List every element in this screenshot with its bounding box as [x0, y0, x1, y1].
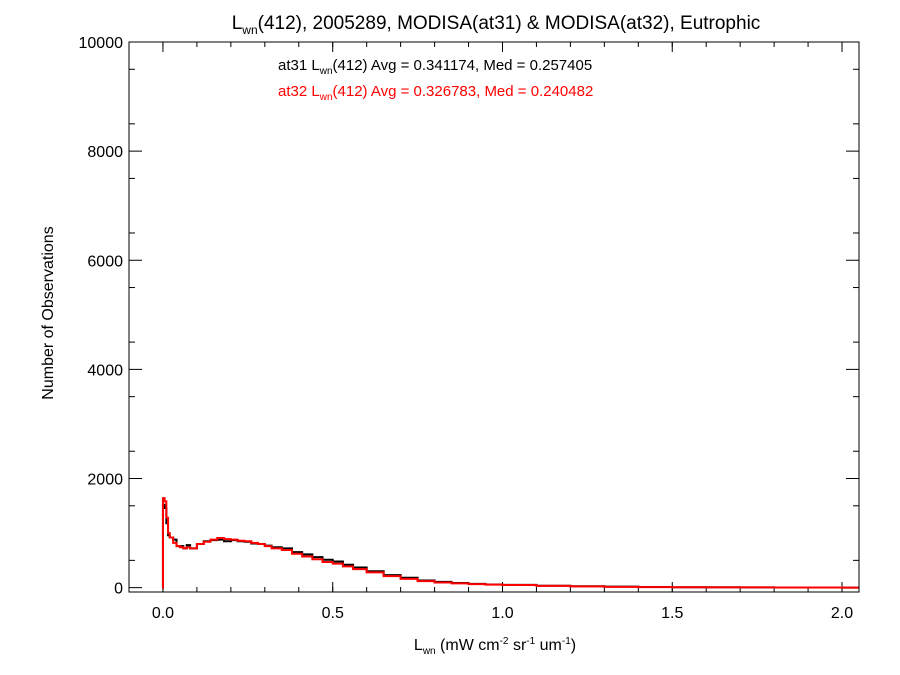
- chart-title: Lwn(412), 2005289, MODISA(at31) & MODISA…: [232, 13, 761, 37]
- annotation-at31: at31 Lwn(412) Avg = 0.341174, Med = 0.25…: [278, 57, 592, 77]
- plot-frame: [128, 41, 860, 593]
- x-tick-label: 1.0: [491, 605, 513, 622]
- x-tick-label: 0.0: [152, 605, 174, 622]
- y-tick-label: 10000: [79, 35, 124, 52]
- y-tick-label: 8000: [87, 144, 123, 161]
- y-tick-label: 0: [114, 581, 123, 598]
- y-axis-label: Number of Observations: [40, 226, 57, 399]
- annotation-at32: at32 Lwn(412) Avg = 0.326783, Med = 0.24…: [278, 83, 593, 103]
- x-tick-label: 2.0: [831, 605, 853, 622]
- x-tick-label: 0.5: [322, 605, 344, 622]
- y-tick-label: 6000: [87, 253, 123, 270]
- x-axis-label: Lwn (mW cm-2 sr-1 um-1): [414, 636, 576, 657]
- series-at32-line: [161, 497, 859, 589]
- y-tick-label: 2000: [87, 472, 123, 489]
- y-tick-label: 4000: [87, 362, 123, 379]
- x-tick-label: 1.5: [661, 605, 683, 622]
